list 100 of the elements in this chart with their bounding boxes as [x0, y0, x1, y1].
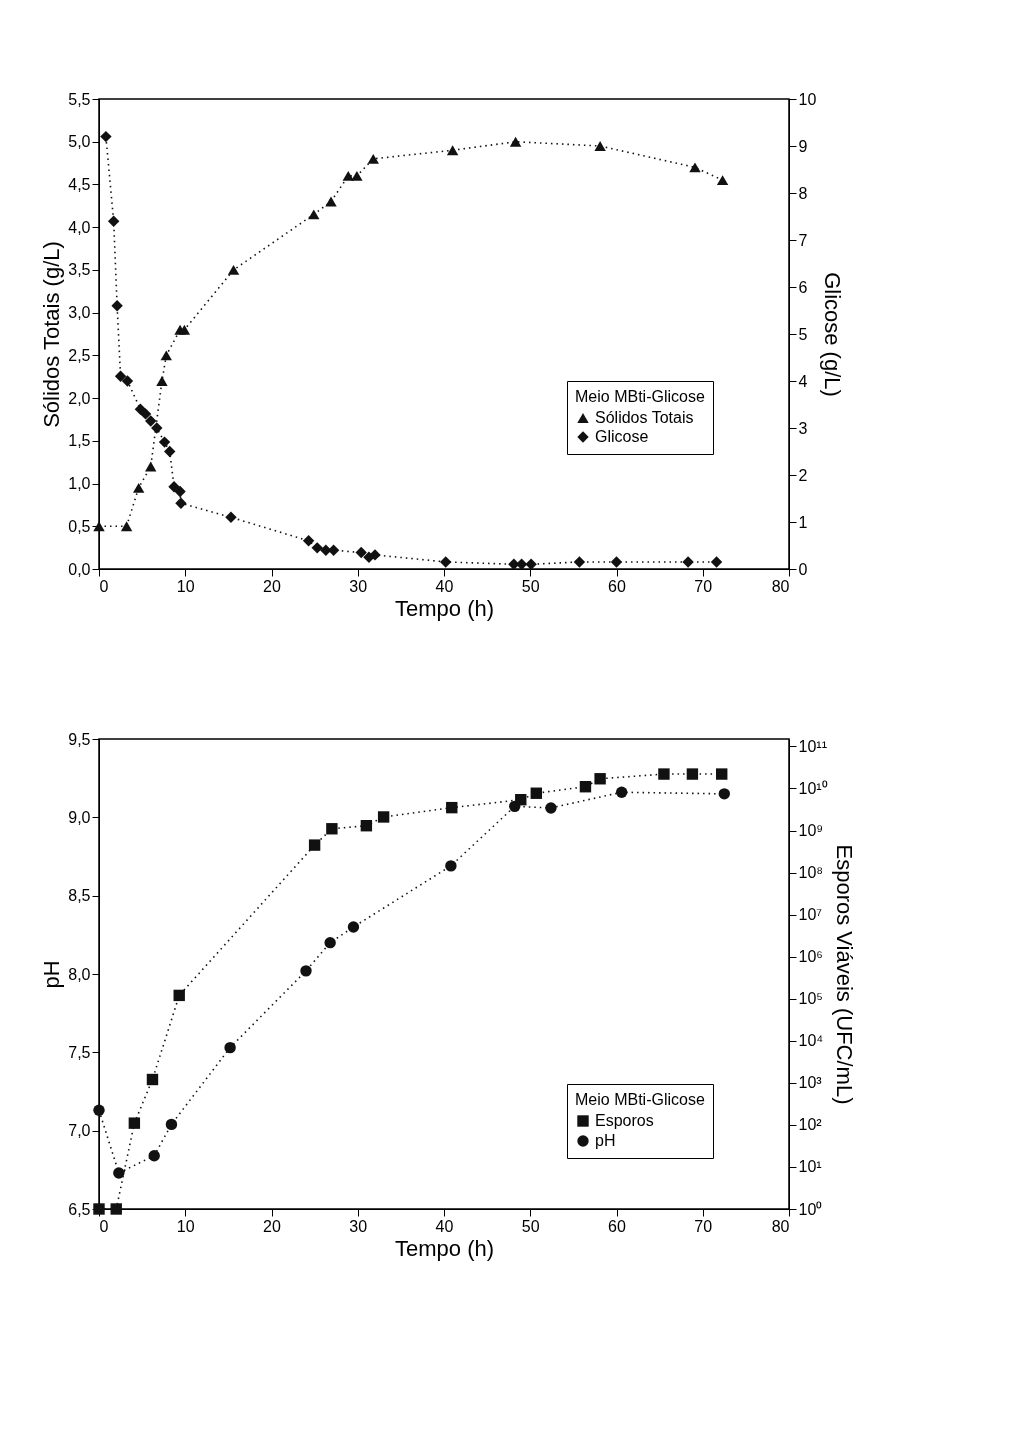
point [579, 781, 592, 793]
x-tick-label: 20 [263, 577, 281, 595]
y2-tick-label: 10⁷ [798, 906, 823, 924]
point [360, 820, 373, 832]
point [446, 145, 459, 156]
point [545, 802, 557, 814]
x-tick-label: 30 [349, 1217, 368, 1235]
x-axis-title: Tempo (h) [394, 1235, 495, 1261]
point [347, 921, 360, 933]
x-tick-label: 60 [608, 1217, 626, 1235]
legend-title: Meio MBti-Glicose [575, 388, 705, 405]
point [326, 823, 338, 835]
legend-label: pH [595, 1132, 616, 1149]
point [156, 376, 168, 386]
x-tick-label: 50 [521, 1217, 540, 1235]
point [342, 170, 354, 181]
point [178, 324, 191, 335]
point [110, 1203, 122, 1215]
y2-axis-title: Glicose (g/L) [820, 272, 846, 397]
point [300, 965, 312, 977]
x-tick-label: 40 [435, 577, 454, 595]
legend-label: Sólidos Totais [595, 409, 694, 426]
x-tick-label: 70 [694, 1217, 713, 1235]
y2-tick-label: 0 [798, 560, 808, 578]
y-tick-label: 7,0 [68, 1122, 91, 1140]
point [107, 215, 120, 227]
point [311, 542, 323, 554]
point [682, 556, 694, 568]
point [710, 556, 723, 568]
y2-tick-label: 10⁶ [798, 948, 823, 966]
y-tick-label: 3,5 [68, 261, 91, 279]
y-tick-label: 4,5 [68, 175, 91, 193]
y2-tick-label: 4 [798, 372, 808, 390]
point [615, 786, 628, 798]
point [325, 196, 337, 207]
point [446, 801, 458, 814]
y-tick-label: 2,5 [68, 346, 91, 364]
point [225, 511, 237, 523]
y-axis-title: Sólidos Totais (g/L) [39, 241, 65, 428]
point [148, 1150, 160, 1162]
x-tick-label: 70 [694, 577, 713, 595]
point [100, 130, 112, 143]
point [164, 445, 176, 458]
point [324, 936, 336, 949]
legend-title: Meio MBti-Glicose [575, 1091, 705, 1108]
point [351, 170, 363, 181]
y-tick-label: 6,5 [68, 1200, 91, 1218]
point [686, 768, 699, 780]
point [302, 535, 315, 547]
y2-tick-label: 5 [798, 325, 808, 343]
y2-tick-label: 3 [798, 419, 808, 437]
y-tick-label: 0,0 [68, 560, 91, 578]
point [718, 788, 731, 800]
y-axis-title: pH [39, 960, 65, 989]
point [139, 408, 152, 420]
point [93, 1104, 105, 1116]
point [128, 1117, 141, 1129]
y-tick-label: 9,5 [68, 730, 91, 748]
y-tick-label: 7,5 [68, 1043, 91, 1061]
y2-tick-label: 10² [798, 1116, 823, 1134]
point [610, 556, 623, 568]
y2-tick-label: 2 [798, 466, 808, 484]
y-tick-label: 3,0 [68, 304, 91, 322]
point [224, 1041, 236, 1054]
point [308, 209, 320, 220]
point [165, 1118, 178, 1131]
point [369, 549, 381, 561]
y2-tick-label: 8 [798, 184, 808, 202]
x-tick-label: 60 [608, 577, 626, 595]
y-tick-label: 5,5 [68, 90, 91, 108]
y-tick-label: 0,5 [68, 517, 91, 535]
point [93, 521, 105, 532]
x-tick-label: 80 [771, 1217, 790, 1235]
point [573, 556, 586, 568]
legend-label: Esporos [595, 1112, 654, 1129]
point [145, 415, 157, 427]
y2-tick-label: 10⁵ [798, 990, 823, 1008]
y2-tick-label: 10¹⁰ [798, 779, 828, 797]
point [355, 546, 367, 559]
point [509, 136, 522, 147]
y2-tick-label: 10⁸ [798, 864, 824, 882]
point [594, 141, 606, 151]
point [114, 370, 127, 382]
y2-tick-label: 10 [798, 90, 817, 108]
y2-axis-title: Esporos Viáveis (UFC/mL) [831, 844, 857, 1105]
y-tick-label: 8,0 [68, 965, 91, 983]
x-tick-label: 10 [176, 577, 195, 595]
legend-label: Glicose [595, 428, 649, 445]
point [377, 811, 390, 823]
point [121, 375, 134, 387]
point [160, 350, 172, 361]
point [594, 773, 606, 785]
point [174, 485, 186, 498]
point [689, 162, 701, 173]
point [716, 175, 729, 186]
y-tick-label: 5,0 [68, 133, 91, 151]
point [445, 860, 457, 872]
point [175, 497, 187, 509]
point [113, 1167, 125, 1179]
point [530, 787, 542, 799]
